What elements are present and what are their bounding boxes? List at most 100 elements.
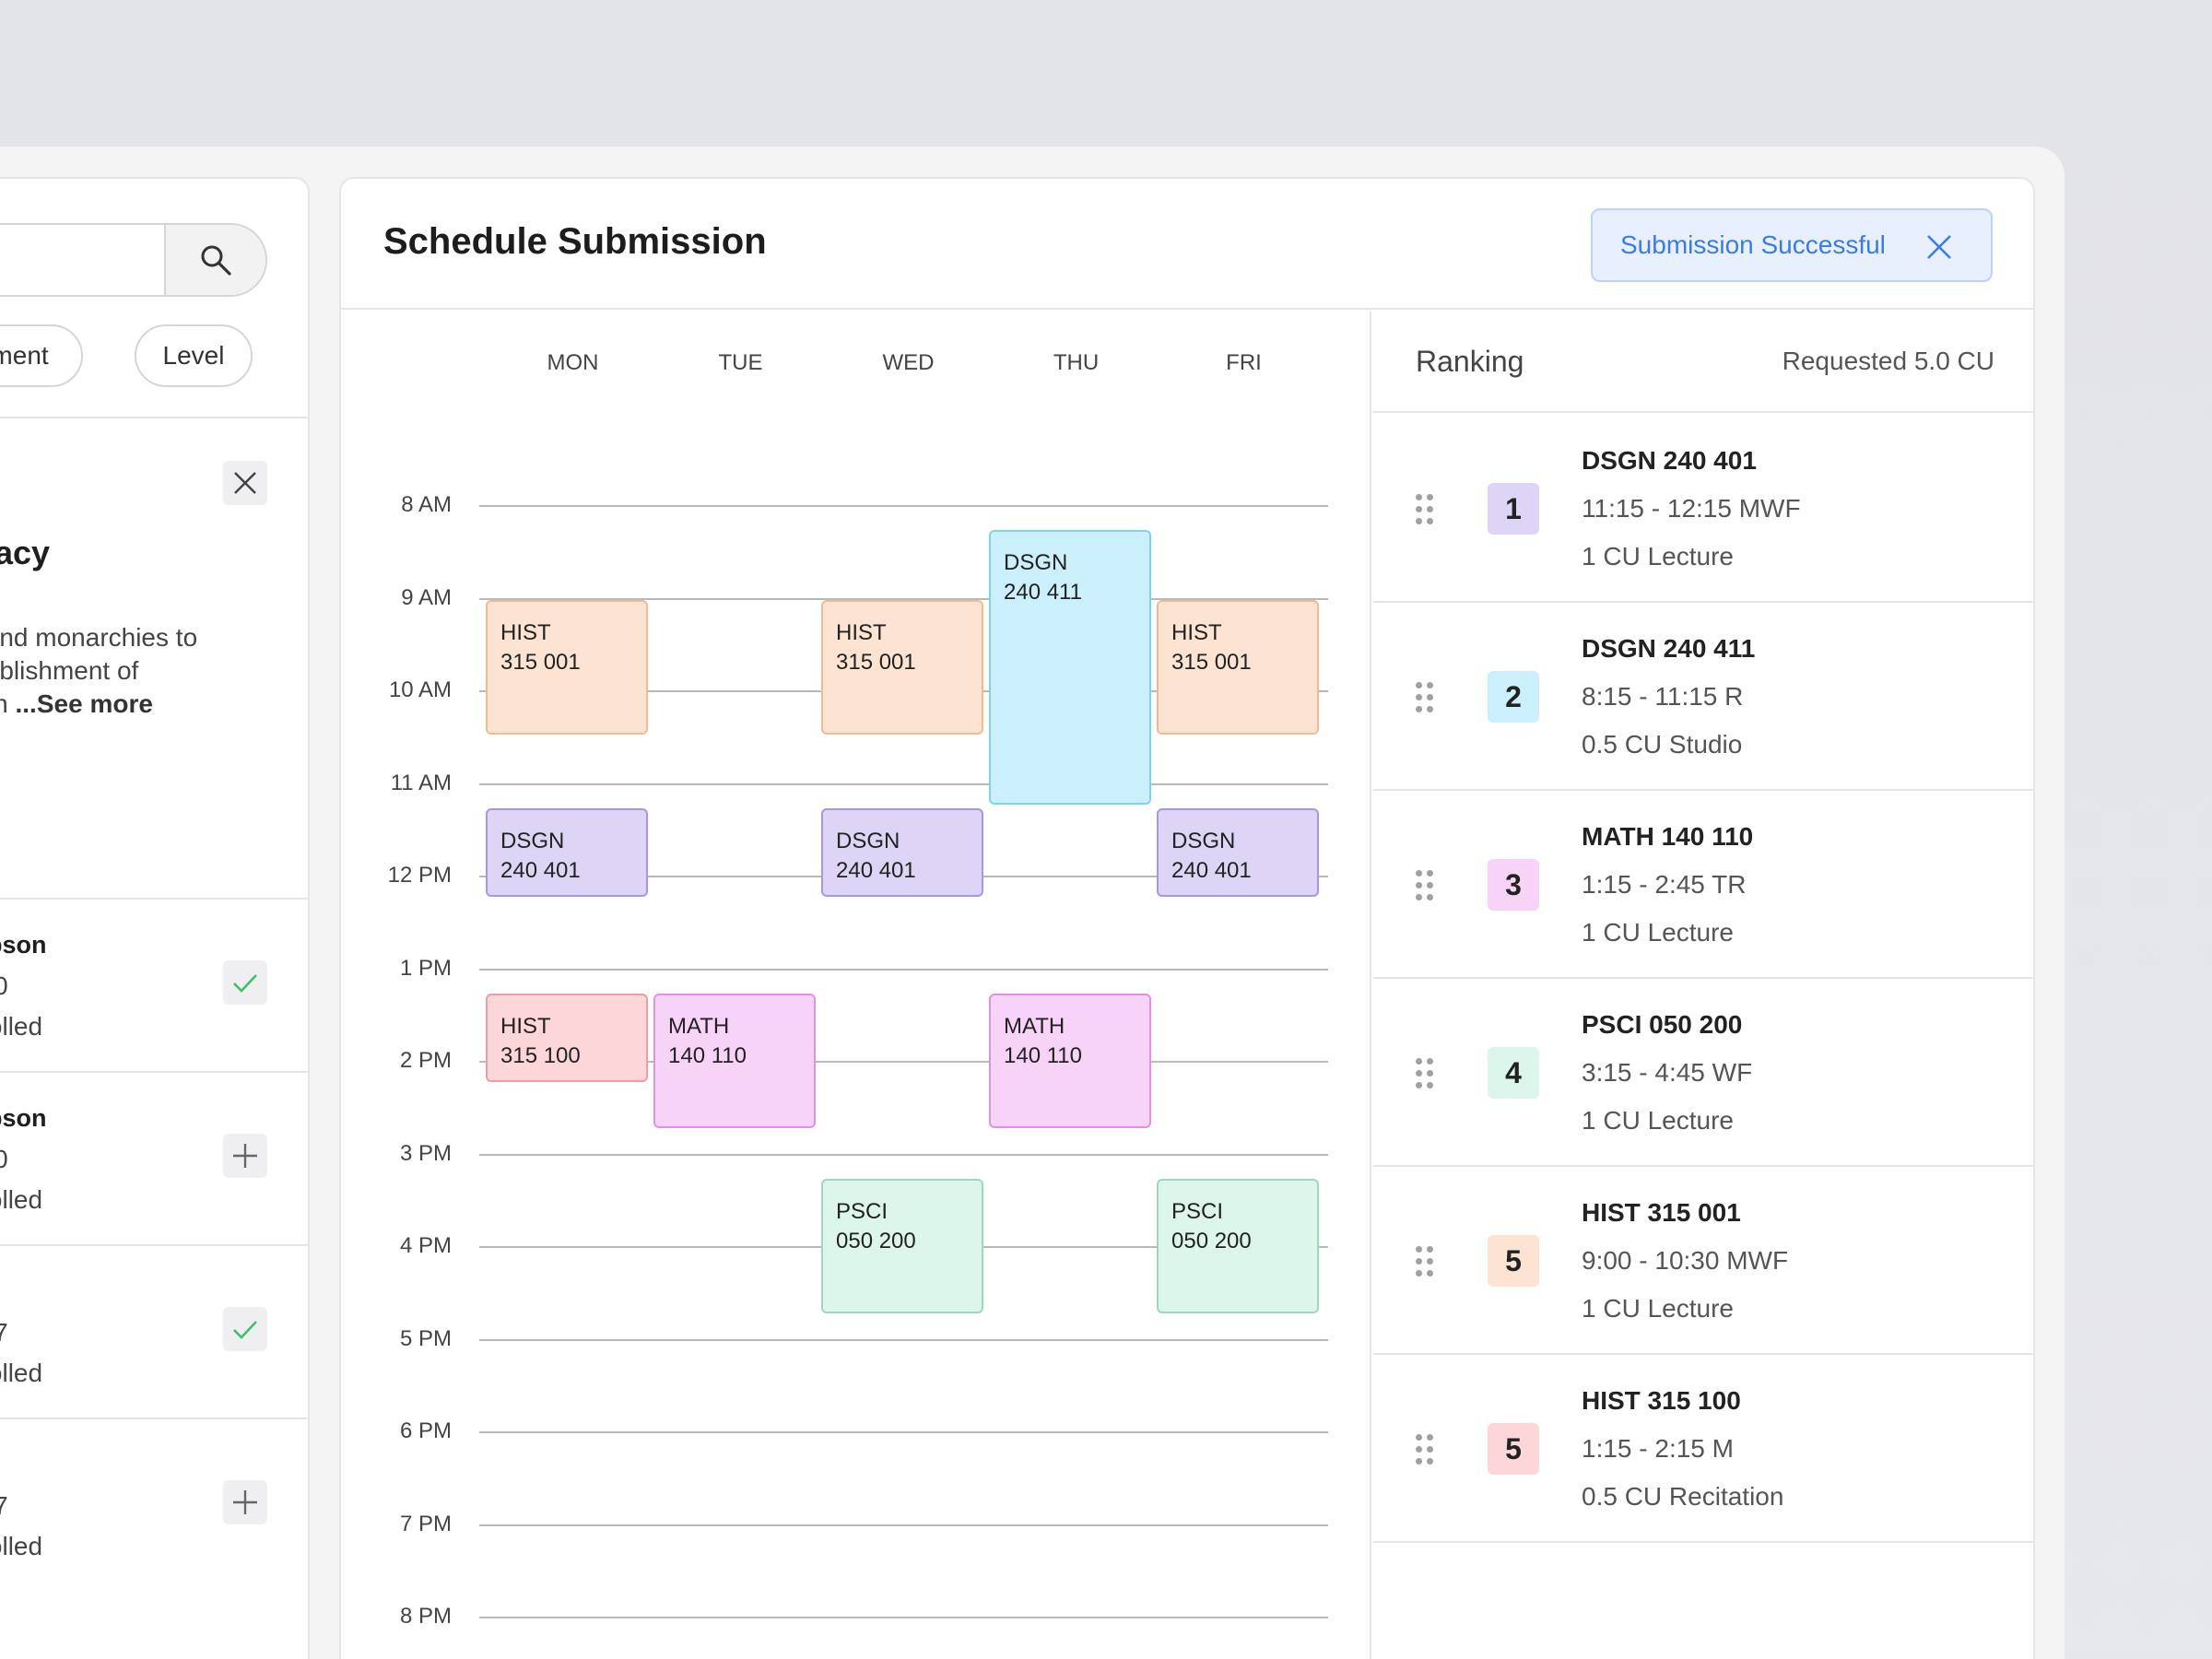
card-header: Schedule Submission Submission Successfu…: [341, 179, 2033, 310]
hour-label: 5 PM: [399, 1325, 452, 1351]
section-item[interactable]: mpson 300 nrolled: [0, 1071, 308, 1244]
filter-level[interactable]: Level: [135, 324, 253, 387]
hour-gridline: [479, 1431, 1328, 1433]
enrollment-status: nrolled: [0, 1012, 43, 1041]
hour-gridline: [479, 505, 1328, 507]
rank-course-code: PSCI 050 200: [1582, 1010, 1743, 1039]
day-label: TUE: [718, 350, 763, 375]
hour-gridline: [479, 597, 1328, 600]
hour-label: 4 PM: [399, 1233, 452, 1258]
rank-badge: 1: [1488, 483, 1539, 535]
course-event[interactable]: HIST 315 001: [821, 599, 983, 735]
drag-handle-icon[interactable]: [1416, 1246, 1434, 1277]
desc-line: stablishment of: [0, 656, 139, 685]
drag-handle-icon[interactable]: [1416, 1058, 1434, 1089]
section-item[interactable]: an257nrolled: [0, 1418, 308, 1591]
close-icon[interactable]: [1924, 232, 1954, 262]
desc-line: s and monarchies to: [0, 623, 198, 652]
rank-course-time: 9:00 - 10:30 MWF: [1582, 1246, 1789, 1275]
ranking-title: Ranking: [1416, 345, 1524, 378]
hour-label: 12 PM: [387, 863, 452, 888]
course-browser-panel: irement Level macy s and monarchies to s…: [0, 177, 310, 1659]
course-event[interactable]: PSCI 050 200: [1157, 1178, 1319, 1314]
plus-icon: [233, 1144, 257, 1168]
event-subject: DSGN: [836, 828, 900, 853]
schedule-submission-card: Schedule Submission Submission Successfu…: [339, 177, 2035, 1659]
course-event[interactable]: DSGN 240 401: [486, 807, 648, 898]
event-subject: HIST: [836, 619, 887, 645]
rank-course-time: 1:15 - 2:45 TR: [1582, 870, 1747, 899]
hour-label: 10 AM: [388, 677, 452, 702]
divider: [0, 417, 308, 418]
event-number: 240 401: [836, 857, 916, 883]
course-event[interactable]: HIST 315 001: [486, 599, 648, 735]
hour-gridline: [479, 968, 1328, 971]
section-number: 300: [0, 971, 8, 1001]
success-toast: Submission Successful: [1591, 208, 1993, 282]
ranking-item[interactable]: 3 MATH 140 110 1:15 - 2:45 TR 1 CU Lecture: [1373, 791, 2033, 979]
section-item[interactable]: mpson 300 nrolled: [0, 898, 308, 1071]
added-button[interactable]: [223, 960, 267, 1005]
rank-course-time: 1:15 - 2:15 M: [1582, 1434, 1734, 1463]
close-course-detail-button[interactable]: [223, 461, 267, 505]
section-number: 257: [0, 1318, 8, 1347]
course-event[interactable]: HIST 315 100: [486, 993, 648, 1083]
event-subject: DSGN: [1171, 828, 1236, 853]
drag-handle-icon[interactable]: [1416, 682, 1434, 713]
ranking-item[interactable]: 5 HIST 315 100 1:15 - 2:15 M 0.5 CU Recitat…: [1373, 1355, 2033, 1543]
drag-handle-icon[interactable]: [1416, 494, 1434, 525]
rank-course-time: 11:15 - 12:15 MWF: [1582, 494, 1801, 523]
search-button[interactable]: [164, 225, 265, 295]
hour-label: 8 PM: [399, 1604, 452, 1629]
event-number: 050 200: [1171, 1228, 1252, 1253]
course-event[interactable]: DSGN 240 411: [989, 530, 1151, 805]
drag-handle-icon[interactable]: [1416, 870, 1434, 901]
section-number: 300: [0, 1145, 8, 1174]
plus-icon: [233, 1490, 257, 1514]
course-event[interactable]: MATH 140 110: [653, 993, 816, 1129]
see-more-link[interactable]: ...See more: [15, 689, 153, 718]
ranking-item[interactable]: 5 HIST 315 001 9:00 - 10:30 MWF 1 CU Lectur…: [1373, 1167, 2033, 1355]
hour-gridline: [479, 1153, 1328, 1156]
event-number: 315 001: [836, 649, 916, 675]
rank-course-credits: 0.5 CU Studio: [1582, 730, 1743, 759]
day-label: FRI: [1226, 350, 1262, 375]
section-item[interactable]: an257nrolled: [0, 1244, 308, 1418]
course-event[interactable]: MATH 140 110: [989, 993, 1151, 1129]
add-section-button[interactable]: [223, 1480, 267, 1524]
ranking-item[interactable]: 1 DSGN 240 401 11:15 - 12:15 MWF 1 CU Lectu…: [1373, 415, 2033, 603]
rank-badge: 2: [1488, 671, 1539, 723]
drag-handle-icon[interactable]: [1416, 1434, 1434, 1465]
enrollment-status: nrolled: [0, 1185, 43, 1214]
check-icon: [233, 1321, 257, 1339]
course-event[interactable]: DSGN 240 401: [821, 807, 983, 898]
add-section-button[interactable]: [223, 1134, 267, 1178]
rank-course-code: HIST 315 001: [1582, 1198, 1741, 1227]
course-event[interactable]: HIST 315 001: [1157, 599, 1319, 735]
course-event[interactable]: PSCI 050 200: [821, 1178, 983, 1314]
rank-badge: 4: [1488, 1047, 1539, 1099]
hour-label: 1 PM: [399, 955, 452, 981]
hour-gridline: [479, 1338, 1328, 1341]
search-input[interactable]: [0, 223, 267, 297]
event-subject: DSGN: [1004, 550, 1068, 576]
event-number: 240 401: [1171, 857, 1252, 883]
day-label: WED: [882, 350, 935, 375]
course-event[interactable]: DSGN 240 401: [1157, 807, 1319, 898]
event-subject: HIST: [1171, 619, 1222, 645]
enrollment-status: nrolled: [0, 1532, 43, 1560]
hour-label: 2 PM: [399, 1048, 452, 1073]
close-icon: [234, 472, 256, 494]
hour-label: 7 PM: [399, 1511, 452, 1536]
rank-course-credits: 1 CU Lecture: [1582, 542, 1734, 571]
event-number: 315 001: [500, 649, 581, 675]
event-subject: DSGN: [500, 828, 565, 853]
toast-message: Submission Successful: [1620, 230, 1886, 259]
added-button[interactable]: [223, 1307, 267, 1351]
ranking-item[interactable]: 4 PSCI 050 200 3:15 - 4:45 WF 1 CU Lecture: [1373, 979, 2033, 1167]
rank-course-time: 3:15 - 4:45 WF: [1582, 1058, 1753, 1087]
ranking-item[interactable]: 2 DSGN 240 411 8:15 - 11:15 R 0.5 CU Studio: [1373, 603, 2033, 791]
filter-requirement[interactable]: irement: [0, 324, 83, 387]
instructor-name: mpson: [0, 1104, 47, 1132]
rank-course-code: MATH 140 110: [1582, 822, 1754, 851]
